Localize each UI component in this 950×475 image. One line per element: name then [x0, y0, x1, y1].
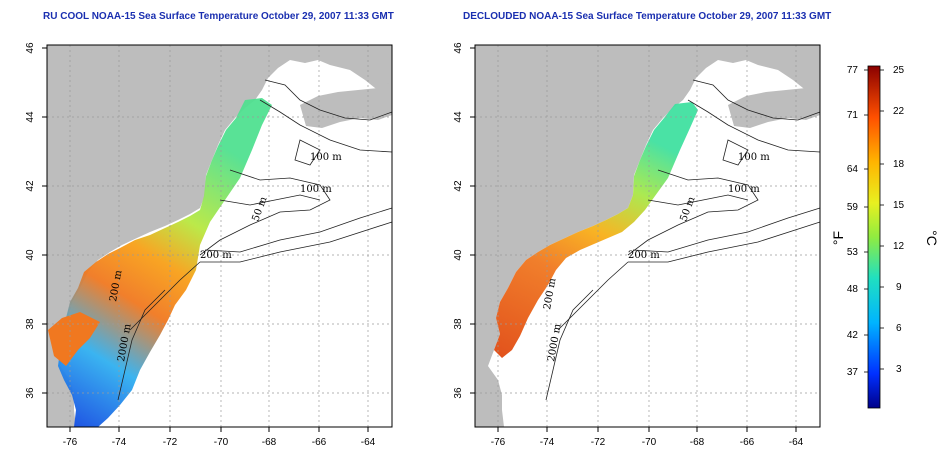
fahrenheit-tick-label: 71: [847, 110, 859, 121]
right-map-grid: [475, 45, 820, 427]
right-sst-map: 100 m 100 m 50 m 200 m 200 m 2000 m -76 …: [453, 42, 821, 448]
left-lon-tick-label: -70: [214, 437, 229, 448]
left-map-land: [47, 45, 392, 427]
right-map-contours: [545, 79, 821, 401]
left-lat-tick-label: 40: [25, 249, 36, 261]
right-map-title: DECLOUDED NOAA-15 Sea Surface Temperatur…: [463, 11, 832, 22]
left-map-title: RU COOL NOAA-15 Sea Surface Temperature …: [43, 11, 394, 22]
right-lon-tick-label: -70: [642, 437, 657, 448]
left-contour-label-1: 100 m: [310, 152, 342, 163]
colorbar-celsius-labels: 25 22 18 15 12 9 6 3: [893, 65, 905, 375]
fahrenheit-tick-label: 64: [847, 164, 859, 175]
right-lat-tick-label: 46: [453, 42, 464, 54]
celsius-tick-label: 12: [893, 241, 905, 252]
colorbar-fahrenheit-labels: 77 71 64 59 53 48 42 37: [847, 65, 859, 378]
left-map-grid: [47, 45, 392, 427]
right-lat-tick-label: 36: [453, 387, 464, 399]
right-lon-tick-label: -68: [690, 437, 705, 448]
celsius-tick-label: 9: [896, 282, 902, 293]
celsius-tick-label: 22: [893, 106, 905, 117]
right-map-frame: [474, 44, 821, 428]
left-map-frame: [46, 44, 393, 428]
left-contour-label-2: 100 m: [300, 184, 332, 195]
celsius-tick-label: 6: [896, 323, 902, 334]
right-lon-tick-label: -74: [540, 437, 555, 448]
right-lat-tick-label: 40: [453, 249, 464, 261]
right-contour-label-4: 200 m: [628, 250, 660, 261]
fahrenheit-tick-label: 48: [847, 284, 859, 295]
left-lat-tick-label: 36: [25, 387, 36, 399]
celsius-unit-label: °C: [924, 230, 940, 246]
fahrenheit-tick-label: 59: [847, 202, 859, 213]
celsius-tick-label: 15: [893, 200, 905, 211]
right-map-ticks: [470, 47, 797, 432]
right-lon-tick-label: -72: [591, 437, 606, 448]
celsius-tick-label: 25: [893, 65, 905, 76]
left-map-ticks: [42, 47, 369, 432]
left-lon-tick-label: -74: [112, 437, 127, 448]
fahrenheit-unit-label: °F: [830, 231, 846, 245]
right-lon-labels: -76 -74 -72 -70 -68 -66 -64: [491, 437, 804, 448]
left-lon-tick-label: -76: [63, 437, 78, 448]
left-lat-tick-label: 38: [25, 318, 36, 330]
left-lat-tick-label: 44: [25, 111, 36, 123]
left-lon-tick-label: -64: [361, 437, 376, 448]
right-lat-tick-label: 42: [453, 180, 464, 192]
left-sst-map: 100 m 100 m 50 m 200 m 200 m 2000 m -76: [25, 42, 393, 448]
left-lon-tick-label: -72: [163, 437, 178, 448]
left-contour-label-4: 200 m: [200, 250, 232, 261]
right-lat-labels: 46 44 42 40 38 36: [453, 42, 464, 399]
left-lat-tick-label: 46: [25, 42, 36, 54]
fahrenheit-tick-label: 53: [847, 247, 859, 258]
right-contour-label-1: 100 m: [738, 152, 770, 163]
right-lon-tick-label: -66: [740, 437, 755, 448]
left-sst-bay: [48, 312, 100, 366]
left-sst-swath: [58, 98, 272, 427]
colorbar-ticks: [864, 69, 884, 373]
colorbar-gradient: [867, 65, 881, 409]
fahrenheit-tick-label: 37: [847, 367, 859, 378]
right-lon-tick-label: -64: [789, 437, 804, 448]
right-sst-swath: [494, 102, 698, 358]
right-lat-tick-label: 44: [453, 111, 464, 123]
right-contour-label-2: 100 m: [728, 184, 760, 195]
left-lon-labels: -76 -74 -72 -70 -68 -66 -64: [63, 437, 376, 448]
right-lat-tick-label: 38: [453, 318, 464, 330]
left-map-nova-scotia: [300, 82, 392, 128]
right-map-nova-scotia: [728, 82, 820, 128]
left-lon-tick-label: -66: [312, 437, 327, 448]
right-lon-tick-label: -76: [491, 437, 506, 448]
left-map-contours: [117, 79, 393, 401]
left-lat-labels: 46 44 42 40 38 36: [25, 42, 36, 399]
fahrenheit-tick-label: 77: [847, 65, 859, 76]
temperature-colorbar: 77 71 64 59 53 48 42 37 25 22 18 15 12 9…: [830, 65, 940, 409]
celsius-tick-label: 3: [896, 364, 902, 375]
right-map-land: [475, 45, 820, 427]
left-lat-tick-label: 42: [25, 180, 36, 192]
fahrenheit-tick-label: 42: [847, 330, 859, 341]
celsius-tick-label: 18: [893, 159, 905, 170]
left-lon-tick-label: -68: [262, 437, 277, 448]
